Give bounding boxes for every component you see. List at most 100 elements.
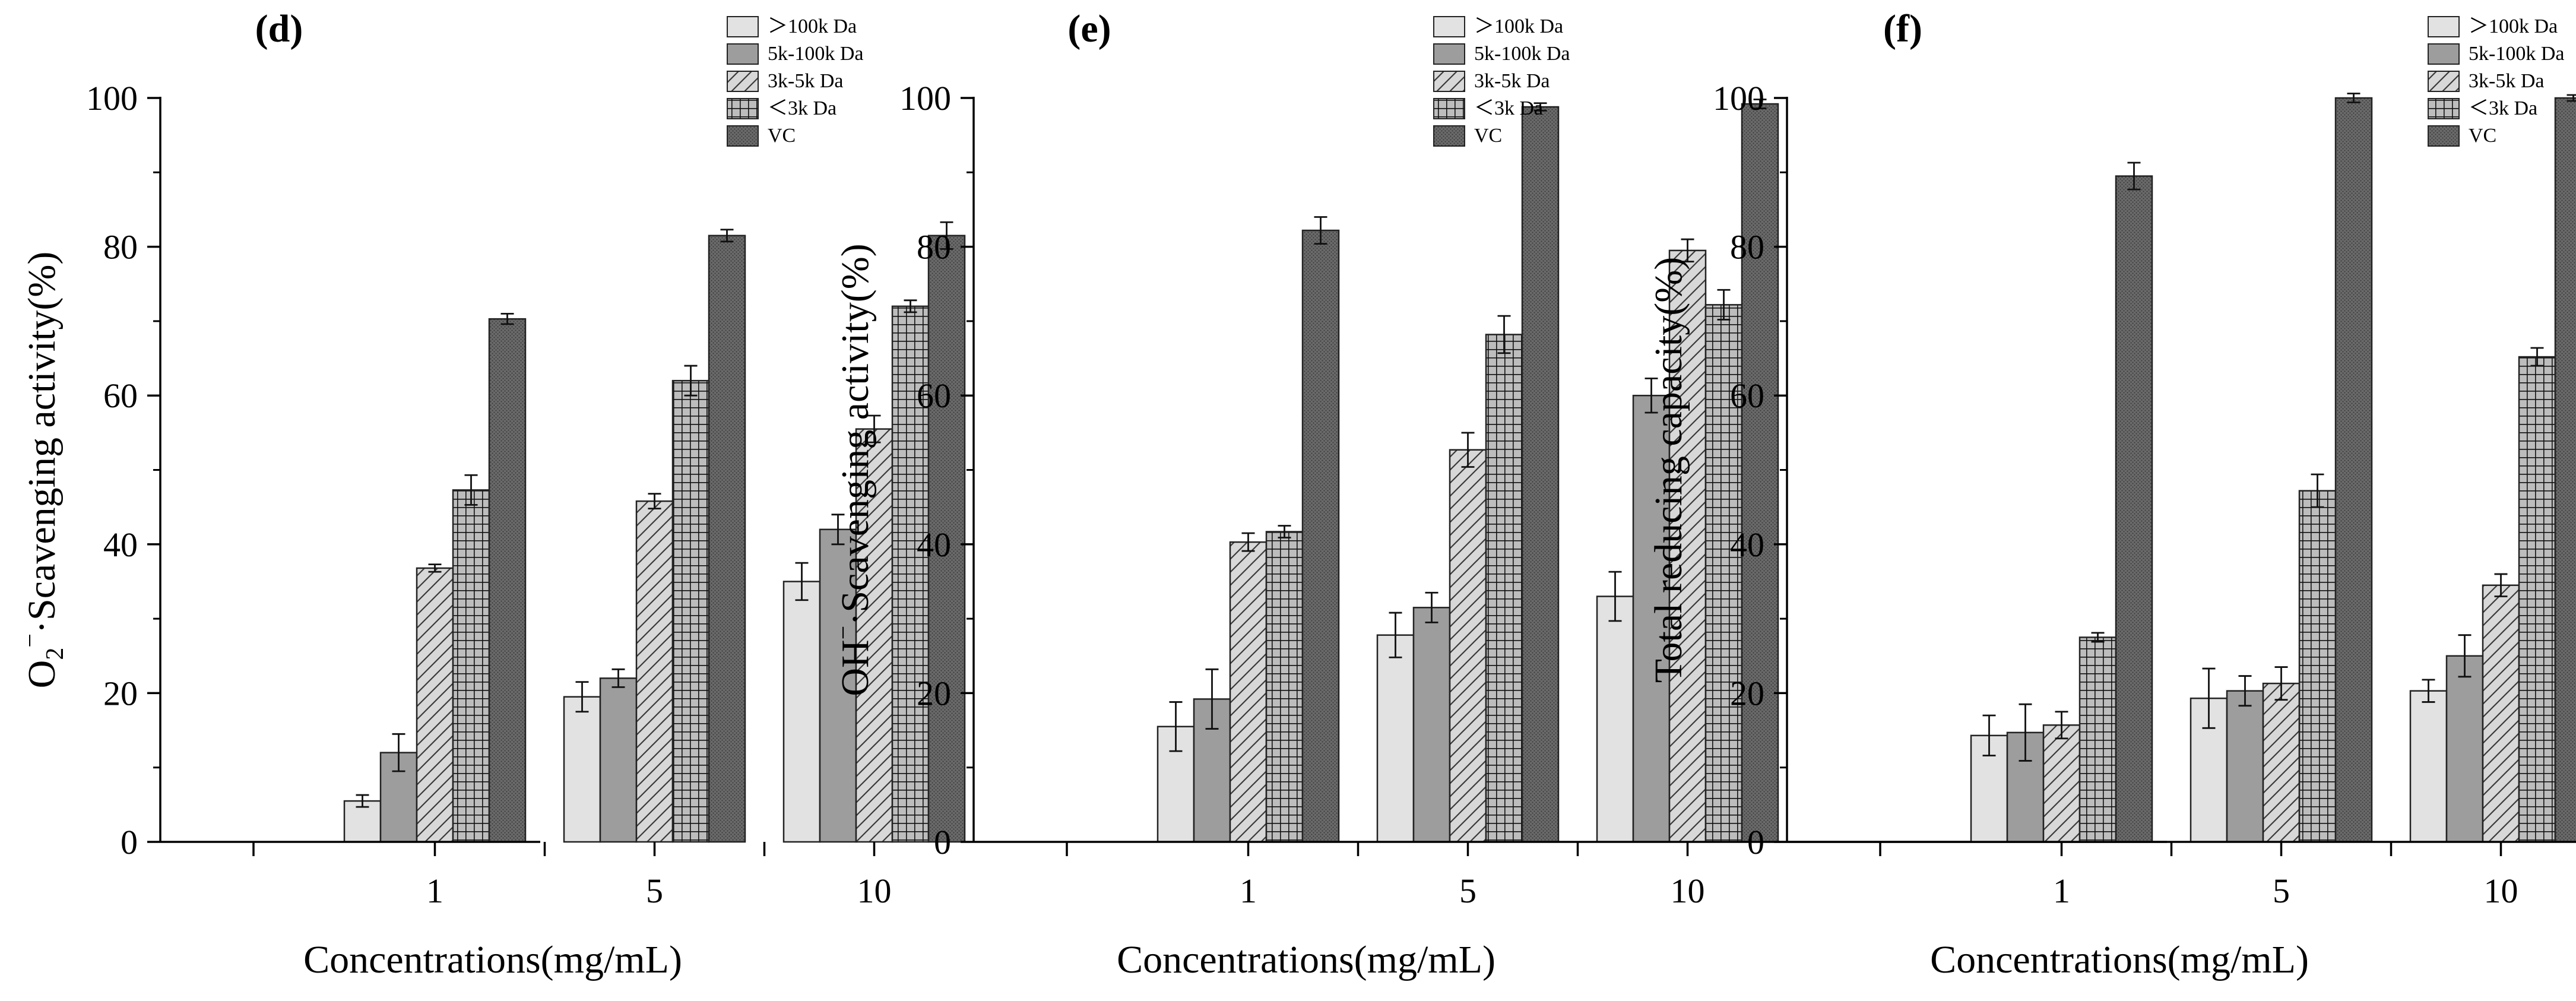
- x-tick-label: 5: [646, 872, 663, 910]
- y-tick-label: 100: [1713, 79, 1764, 118]
- y-tick-label: 40: [917, 525, 951, 564]
- bar-p3-s4-c2: [2299, 491, 2336, 842]
- bar-p1-s4-c1: [453, 490, 489, 842]
- y-tick-label: 20: [917, 674, 951, 712]
- legend-label-5: VC: [768, 125, 796, 147]
- legend-swatch-2: [2428, 44, 2459, 64]
- bar-p1-s3-c1: [417, 568, 453, 842]
- legend-swatch-3: [1434, 71, 1465, 91]
- y-axis-label: Total reducing capacity(%): [1647, 257, 1690, 683]
- bar-p2-s1-c2: [1377, 635, 1414, 842]
- y-axis-label-sup: −: [17, 633, 44, 648]
- x-tick-label: 10: [857, 872, 892, 910]
- legend-label-2: 5k-100k Da: [2469, 43, 2564, 65]
- y-tick-label: 20: [1730, 674, 1764, 712]
- legend-swatch-3: [727, 71, 758, 91]
- legend-label-5: VC: [2469, 125, 2496, 147]
- y-axis-label: O2−·Scavenging activity(%): [17, 252, 69, 689]
- x-tick-label: 1: [426, 872, 443, 910]
- x-tick-label: 1: [2053, 872, 2070, 910]
- legend-label-1: ＞100k Da: [768, 15, 857, 37]
- panel-letter: (d): [255, 7, 303, 50]
- legend-label-3: 3k-5k Da: [1474, 70, 1550, 92]
- bar-p1-s3-c2: [636, 501, 673, 842]
- x-tick-label: 1: [1240, 872, 1257, 910]
- y-tick-label: 20: [103, 674, 138, 712]
- legend: ＞100k Da 5k-100k Da 3k-5k Da ＜3k Da VC: [2428, 15, 2564, 147]
- x-tick-label: 10: [1671, 872, 1705, 910]
- x-tick-label: 5: [2273, 872, 2290, 910]
- bar-p2-s1-c3: [1597, 597, 1633, 842]
- legend-swatch-3: [2428, 71, 2459, 91]
- legend-swatch-5: [2428, 126, 2459, 146]
- y-tick-label: 80: [103, 228, 138, 267]
- bar-p2-s5-c3: [1742, 104, 1778, 842]
- legend-swatch-2: [1434, 44, 1465, 64]
- y-tick-label: 60: [103, 376, 138, 415]
- bar-p3-s3-c1: [2043, 725, 2080, 842]
- legend-label-5: VC: [1474, 125, 1502, 147]
- y-axis-label-main: O: [20, 660, 64, 689]
- legend-label-4: ＜3k Da: [2469, 97, 2537, 119]
- y-tick-label: 100: [899, 79, 951, 118]
- x-tick-label: 10: [2484, 872, 2518, 910]
- bar-p1-s4-c2: [673, 381, 709, 842]
- bar-p1-s2-c2: [600, 678, 636, 842]
- legend-swatch-1: [2428, 17, 2459, 37]
- y-tick-label: 40: [103, 525, 138, 564]
- legend-label-1: ＞100k Da: [2469, 15, 2558, 37]
- y-tick-label: 60: [1730, 376, 1764, 415]
- x-axis-label: Concentrations(mg/mL): [1117, 938, 1495, 981]
- x-tick-label: 5: [1459, 872, 1476, 910]
- panel-letter: (e): [1067, 7, 1111, 50]
- bar-p1-s5-c2: [709, 236, 745, 842]
- y-tick-label: 60: [917, 376, 951, 415]
- legend-swatch-1: [727, 17, 758, 37]
- y-axis-label-rest: ·Scavenging activity(%): [834, 243, 877, 625]
- legend-swatch-5: [727, 126, 758, 146]
- y-tick-label: 0: [934, 823, 951, 861]
- legend-swatch-2: [727, 44, 758, 64]
- bar-p1-s5-c1: [489, 319, 525, 842]
- x-axis-label: Concentrations(mg/mL): [1930, 938, 2309, 981]
- y-axis-label-main: Total reducing capacity(%): [1647, 257, 1690, 683]
- legend-label-3: 3k-5k Da: [2469, 70, 2544, 92]
- legend-swatch-4: [1434, 99, 1465, 119]
- bar-p2-s3-c2: [1450, 450, 1486, 842]
- bar-p1-s1-c2: [564, 697, 600, 842]
- bar-p3-s2-c3: [2447, 656, 2483, 842]
- legend-label-2: 5k-100k Da: [768, 43, 863, 65]
- bar-p3-s5-c1: [2116, 176, 2152, 842]
- y-axis-label-rest: ·Scavenging activity(%): [20, 252, 64, 633]
- bar-p3-s3-c2: [2263, 683, 2299, 842]
- legend-swatch-1: [1434, 17, 1465, 37]
- y-axis-label-sup: −: [830, 626, 857, 640]
- bar-p1-s1-c3: [784, 581, 820, 842]
- bar-p3-s3-c3: [2483, 585, 2519, 842]
- legend-label-1: ＞100k Da: [1474, 15, 1563, 37]
- legend-label-4: ＜3k Da: [768, 97, 837, 119]
- bar-p2-s5-c1: [1303, 230, 1339, 842]
- x-axis-label: Concentrations(mg/mL): [303, 938, 682, 981]
- y-axis-label-sub: 2: [42, 648, 69, 660]
- legend-swatch-4: [2428, 99, 2459, 119]
- y-tick-label: 0: [121, 823, 138, 861]
- bar-p2-s4-c2: [1486, 334, 1522, 842]
- y-tick-label: 100: [86, 79, 138, 118]
- legend-swatch-5: [1434, 126, 1465, 146]
- panel-letter: (f): [1883, 7, 1922, 50]
- bar-p3-s5-c2: [2336, 98, 2372, 842]
- bar-p2-s5-c2: [1522, 107, 1558, 842]
- bar-p3-s1-c3: [2410, 691, 2447, 842]
- bar-p3-s4-c1: [2080, 637, 2116, 842]
- bar-p3-s5-c3: [2555, 98, 2576, 842]
- bar-p3-s4-c3: [2519, 357, 2555, 842]
- y-tick-label: 80: [917, 228, 951, 267]
- bar-p2-s4-c1: [1266, 531, 1303, 842]
